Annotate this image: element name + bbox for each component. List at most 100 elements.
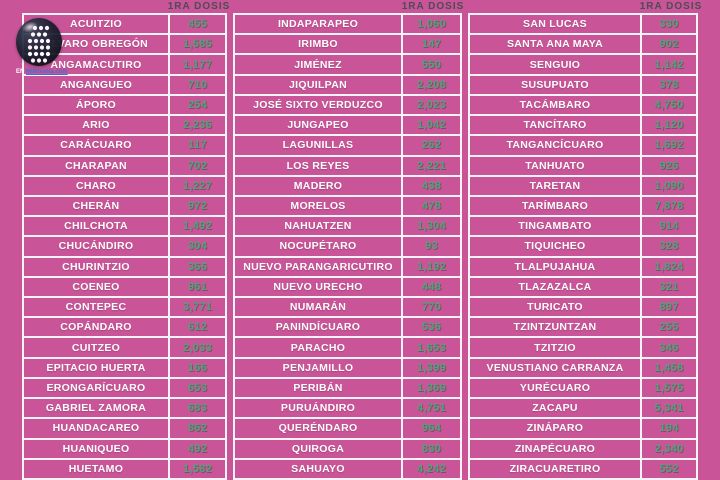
municipality-name-cell: LAGUNILLAS	[235, 136, 401, 155]
dose-value-cell: 612	[170, 318, 225, 337]
municipality-name-cell: COENEO	[24, 277, 168, 297]
dose-value-cell: 770	[403, 298, 460, 317]
municipality-name-cell: TINGAMBATO	[470, 217, 640, 236]
dose-value-cell: 346	[642, 338, 696, 357]
municipality-name-cell: NUMARÁN	[235, 298, 401, 317]
municipality-name-cell: QUERÉNDARO	[235, 419, 401, 438]
dose-value-cell: 902	[642, 35, 696, 54]
municipality-name-cell: COPÁNDARO	[24, 318, 168, 337]
municipality-name-cell: NOCUPÉTARO	[235, 237, 401, 256]
municipality-name-cell: TARÍMBARO	[470, 196, 640, 216]
watermark-caption-link: MiMorelia.com	[26, 69, 68, 75]
dose-value-cell: 328	[642, 237, 696, 256]
dose-value-cell: 552	[642, 459, 696, 478]
dose-value-cell: 1,042	[403, 116, 460, 135]
municipality-name-cell: CONTEPEC	[24, 298, 168, 317]
dose-value-cell: 1,060	[403, 15, 460, 34]
table-column-group-2: 1RA DOSIS INDAPARAPEO 1,060 IRIMBO 147 JIMÉN…	[233, 1, 463, 480]
municipality-name-cell: SANTA ANA MAYA	[470, 35, 640, 54]
municipality-name-cell: ZIRACUARETIRO	[470, 459, 640, 478]
municipality-name-cell: PURUÁNDIRO	[235, 399, 401, 418]
dose-value-cell: 3,771	[170, 298, 225, 317]
dose-value-cell: 321	[642, 277, 696, 297]
dose-value-cell: 1,192	[403, 257, 460, 276]
municipality-name-cell: HUANIQUEO	[24, 439, 168, 458]
municipality-name-cell: NAHUATZEN	[235, 217, 401, 236]
dose-value-cell: 255	[642, 318, 696, 337]
municipality-name-cell: ZINAPÉCUARO	[470, 439, 640, 458]
municipality-name-cell: CHARAPAN	[24, 156, 168, 175]
municipality-name-cell: ERONGARÍCUARO	[24, 378, 168, 398]
municipality-name-cell: JIMÉNEZ	[235, 55, 401, 74]
dose-value-cell: 366	[170, 257, 225, 276]
dose-value-cell: 4,242	[403, 459, 460, 478]
municipality-name-cell: CHILCHOTA	[24, 217, 168, 236]
dose-value-cell: 536	[403, 318, 460, 337]
municipality-name-cell: INDAPARAPEO	[235, 15, 401, 34]
dose-value-cell: 1,582	[170, 459, 225, 478]
municipality-name-cell: TLALPUJAHUA	[470, 257, 640, 276]
municipality-name-cell: CHUCÁNDIRO	[24, 237, 168, 256]
dose-value-cell: 830	[403, 439, 460, 458]
dose-value-cell: 2,221	[403, 156, 460, 175]
municipality-name-cell: IRIMBO	[235, 35, 401, 54]
municipality-name-cell: PERIBÁN	[235, 378, 401, 398]
municipality-name-cell: EPITACIO HUERTA	[24, 358, 168, 377]
column-header: 1RA DOSIS	[167, 1, 231, 12]
municipality-name-cell: TACÁMBARO	[470, 95, 640, 115]
dose-value-cell: 93	[403, 237, 460, 256]
municipality-name-cell: TARETAN	[470, 176, 640, 195]
dose-value-cell: 194	[642, 419, 696, 438]
dose-value-cell: 304	[170, 237, 225, 256]
dose-value-cell: 166	[170, 358, 225, 377]
dose-value-cell: 1,585	[170, 35, 225, 54]
dose-value-cell: 964	[403, 419, 460, 438]
dose-value-cell: 1,304	[403, 217, 460, 236]
municipality-name-cell: ANGANGUEO	[24, 75, 168, 94]
municipality-name-cell: MADERO	[235, 176, 401, 195]
municipality-name-cell: CHARO	[24, 176, 168, 195]
dose-value-cell: 550	[403, 55, 460, 74]
dose-value-cell: 972	[170, 196, 225, 216]
dose-value-cell: 1,653	[403, 338, 460, 357]
dose-value-cell: 926	[642, 156, 696, 175]
dose-value-cell: 262	[403, 136, 460, 155]
dose-value-cell: 7,878	[642, 196, 696, 216]
dose-value-cell: 2,023	[403, 95, 460, 115]
dose-value-cell: 914	[642, 217, 696, 236]
municipality-name-cell: TANCÍTARO	[470, 116, 640, 135]
dose-value-cell: 862	[170, 419, 225, 438]
municipality-name-cell: ZINÁPARO	[470, 419, 640, 438]
dose-value-cell: 254	[170, 95, 225, 115]
municipality-name-cell: ZACAPU	[470, 399, 640, 418]
watermark-caption-prefix: EN	[16, 69, 25, 75]
dose-value-cell: 2,033	[170, 338, 225, 357]
sphere-dots	[27, 25, 51, 63]
municipality-name-cell: JOSÉ SIXTO VERDUZCO	[235, 95, 401, 115]
municipality-name-cell: CUITZEO	[24, 338, 168, 357]
municipality-name-cell: JUNGAPEO	[235, 116, 401, 135]
dose-value-cell: 2,340	[642, 439, 696, 458]
dose-value-cell: 4,751	[403, 399, 460, 418]
dose-value-cell: 4,750	[642, 95, 696, 115]
dose-value-cell: 1,090	[642, 176, 696, 195]
municipality-name-cell: TZINTZUNTZAN	[470, 318, 640, 337]
dose-value-cell: 117	[170, 136, 225, 155]
dose-value-cell: 1,399	[403, 358, 460, 377]
dose-value-cell: 1,575	[642, 378, 696, 398]
dose-value-cell: 448	[403, 277, 460, 297]
dose-value-cell: 492	[170, 439, 225, 458]
municipality-name-cell: ACUITZIO	[24, 15, 168, 34]
municipality-name-cell: PENJAMILLO	[235, 358, 401, 377]
dose-value-cell: 1,824	[642, 257, 696, 276]
dose-value-cell: 1,227	[170, 176, 225, 195]
dose-value-cell: 683	[170, 399, 225, 418]
column-header: 1RA DOSIS	[639, 1, 703, 12]
dose-value-cell: 897	[642, 298, 696, 317]
dose-value-cell: 438	[403, 176, 460, 195]
municipality-name-cell: SENGUIO	[470, 55, 640, 74]
municipality-name-cell: CARÁCUARO	[24, 136, 168, 155]
dose-value-cell: 1,458	[642, 358, 696, 377]
table-grid: INDAPARAPEO 1,060 IRIMBO 147 JIMÉNEZ 550 JIQUI…	[233, 13, 462, 480]
